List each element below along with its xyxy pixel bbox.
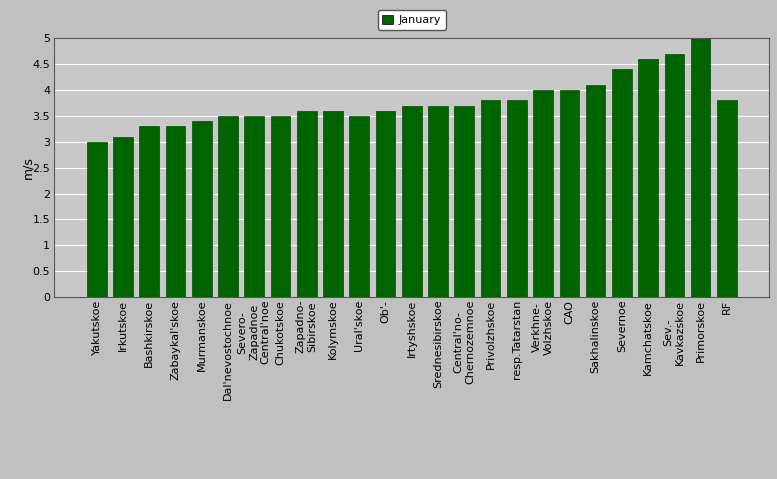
Bar: [507, 101, 527, 297]
Bar: [270, 116, 291, 297]
Bar: [87, 142, 106, 297]
Bar: [664, 54, 685, 297]
Bar: [166, 126, 186, 297]
Legend: January: January: [378, 10, 446, 30]
Bar: [376, 111, 395, 297]
Bar: [481, 101, 500, 297]
Bar: [638, 59, 658, 297]
Y-axis label: m/s: m/s: [22, 156, 35, 179]
Bar: [612, 69, 632, 297]
Bar: [297, 111, 317, 297]
Bar: [691, 38, 710, 297]
Bar: [323, 111, 343, 297]
Bar: [192, 121, 211, 297]
Bar: [350, 116, 369, 297]
Bar: [455, 105, 474, 297]
Bar: [717, 101, 737, 297]
Bar: [139, 126, 159, 297]
Bar: [113, 137, 133, 297]
Bar: [218, 116, 238, 297]
Bar: [533, 90, 553, 297]
Bar: [586, 85, 605, 297]
Bar: [428, 105, 448, 297]
Bar: [559, 90, 579, 297]
Bar: [402, 105, 422, 297]
Bar: [245, 116, 264, 297]
